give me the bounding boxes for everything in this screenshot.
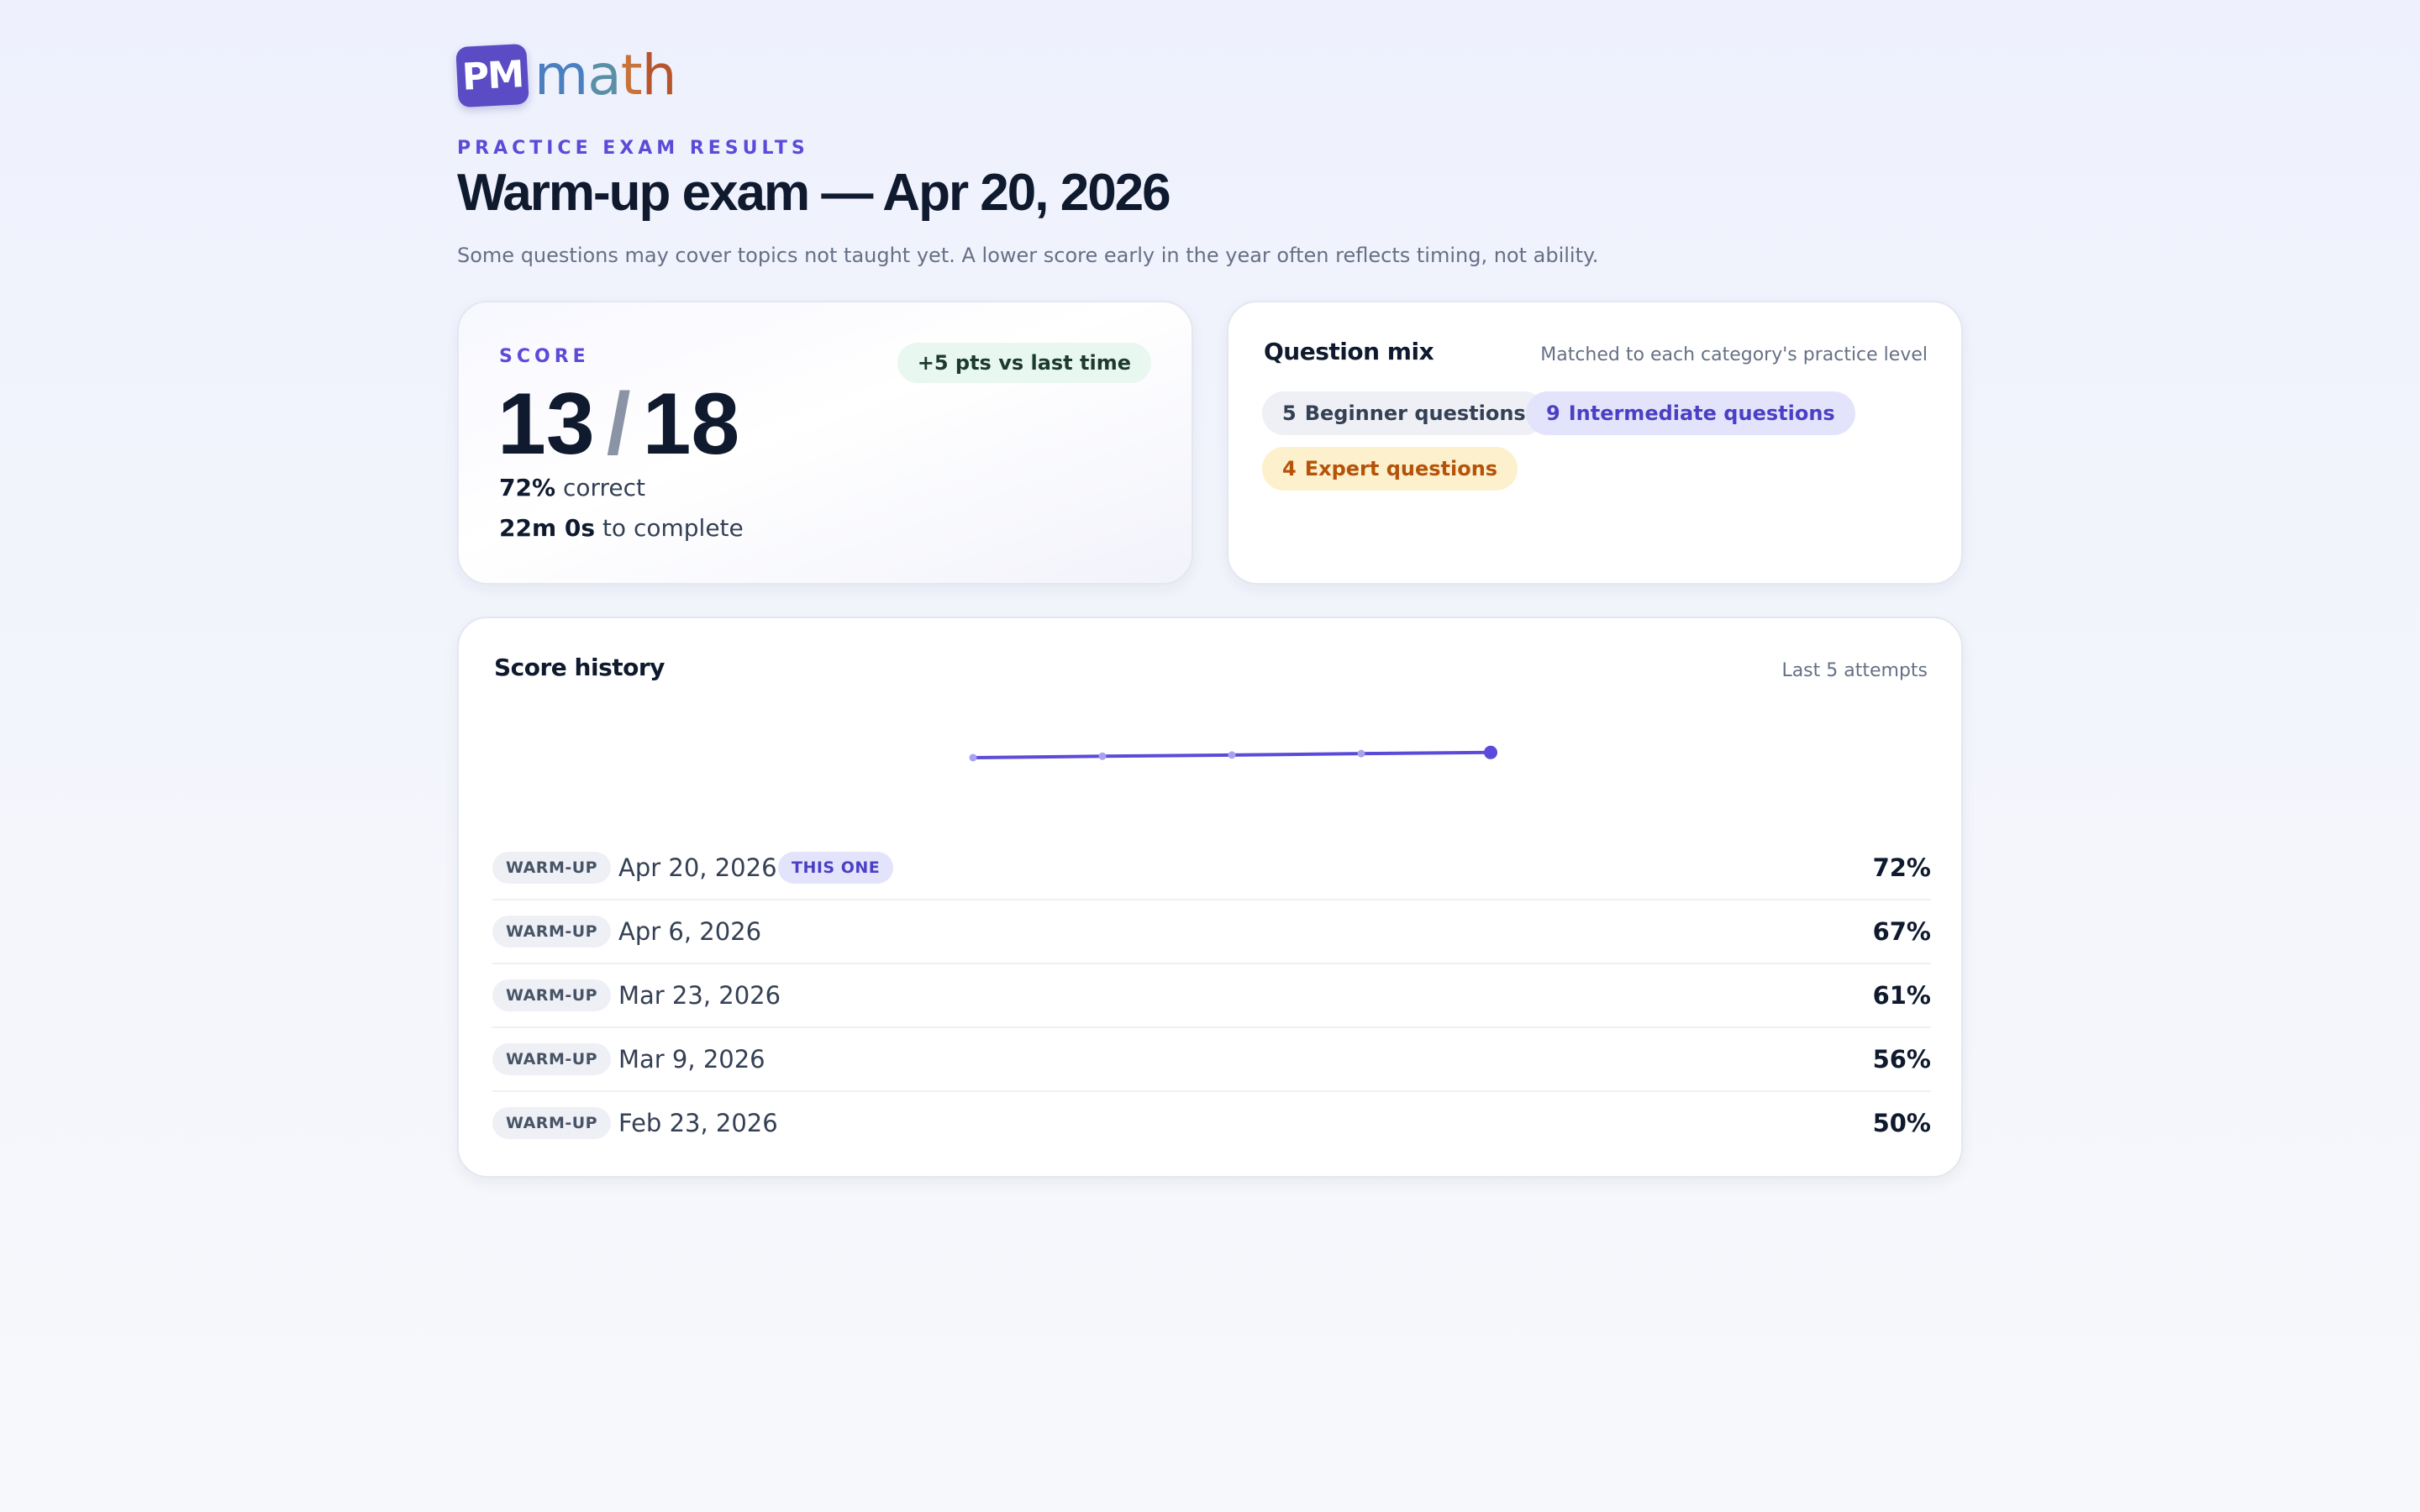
- score-history-list: WARM-UP Apr 20, 2026 THIS ONE 72% WARM-U…: [492, 837, 1931, 1154]
- exam-type-tag: WARM-UP: [492, 1043, 612, 1075]
- logo-letter: a: [587, 43, 621, 108]
- score-history-point[interactable]: [1098, 752, 1107, 760]
- intermediate-questions-pill: 9 Intermediate questions: [1526, 391, 1855, 435]
- logo-wordmark: math: [534, 48, 676, 103]
- expert-questions-pill: 4 Expert questions: [1262, 447, 1518, 491]
- history-row[interactable]: WARM-UP Mar 9, 2026 56%: [492, 1028, 1931, 1092]
- beginner-label: Beginner questions: [1304, 402, 1526, 425]
- score-correct: 13: [497, 375, 595, 473]
- score-history-chart: [969, 745, 1497, 762]
- history-row[interactable]: WARM-UP Apr 20, 2026 THIS ONE 72%: [492, 837, 1931, 900]
- score-delta-badge: +5 pts vs last time: [897, 343, 1151, 383]
- logo-letter: h: [641, 43, 677, 108]
- exam-type-tag: WARM-UP: [492, 852, 612, 884]
- exam-date: Mar 9, 2026: [618, 1045, 765, 1074]
- question-mix-title: Question mix: [1264, 338, 1434, 365]
- exam-score-percent: 67%: [1872, 917, 1931, 946]
- exam-date: Feb 23, 2026: [618, 1109, 778, 1137]
- score-time-suffix: to complete: [602, 514, 744, 542]
- beginner-questions-pill: 5 Beginner questions: [1262, 391, 1546, 435]
- question-mix-note: Matched to each category's practice leve…: [1540, 344, 1928, 365]
- exam-score-percent: 50%: [1872, 1109, 1931, 1137]
- intermediate-count: 9: [1546, 402, 1560, 425]
- history-row[interactable]: WARM-UP Feb 23, 2026 50%: [492, 1092, 1931, 1154]
- exam-type-tag: WARM-UP: [492, 916, 612, 948]
- expert-count: 4: [1282, 457, 1297, 480]
- score-history-point[interactable]: [1357, 749, 1365, 758]
- pm-math-logo[interactable]: PM math: [455, 42, 676, 109]
- score-percent-suffix: correct: [562, 474, 645, 501]
- intermediate-label: Intermediate questions: [1568, 402, 1835, 425]
- score-history-title: Score history: [494, 654, 665, 681]
- page-subtitle: Some questions may cover topics not taug…: [457, 244, 1599, 267]
- score-history-point[interactable]: [969, 753, 977, 762]
- score-history-point[interactable]: [1228, 751, 1236, 759]
- page-eyebrow: PRACTICE EXAM RESULTS: [457, 138, 809, 159]
- score-history-card: Score history Last 5 attempts WARM-UP Ap…: [457, 617, 1963, 1178]
- current-attempt-badge: THIS ONE: [778, 852, 894, 884]
- exam-type-tag: WARM-UP: [492, 979, 612, 1011]
- exam-type-tag: WARM-UP: [492, 1107, 612, 1139]
- exam-score-percent: 61%: [1872, 981, 1931, 1010]
- score-card: SCORE +5 pts vs last time 13/18 72% corr…: [457, 301, 1193, 585]
- page-title: Warm-up exam — Apr 20, 2026: [457, 164, 1171, 222]
- score-slash: /: [606, 375, 631, 473]
- score-percent: 72%: [499, 474, 556, 501]
- history-row[interactable]: WARM-UP Mar 23, 2026 61%: [492, 964, 1931, 1028]
- score-label: SCORE: [499, 346, 590, 367]
- score-percent-line: 72% correct: [499, 474, 645, 501]
- logo-badge: PM: [455, 43, 529, 108]
- score-history-note: Last 5 attempts: [1781, 660, 1928, 681]
- exam-date: Apr 20, 2026: [618, 853, 777, 882]
- exam-score-percent: 72%: [1872, 853, 1931, 882]
- history-row[interactable]: WARM-UP Apr 6, 2026 67%: [492, 900, 1931, 964]
- logo-letter: t: [620, 43, 643, 108]
- score-time-line: 22m 0s to complete: [499, 514, 744, 542]
- beginner-count: 5: [1282, 402, 1297, 425]
- exam-date: Mar 23, 2026: [618, 981, 781, 1010]
- expert-label: Expert questions: [1304, 457, 1498, 480]
- exam-score-percent: 56%: [1872, 1045, 1931, 1074]
- score-time: 22m 0s: [499, 514, 596, 542]
- score-history-point-current[interactable]: [1484, 745, 1497, 759]
- question-mix-card: Question mix Matched to each category's …: [1227, 301, 1963, 585]
- score-total: 18: [642, 375, 740, 473]
- score-value: 13/18: [497, 376, 739, 472]
- exam-date: Apr 6, 2026: [618, 917, 762, 946]
- logo-letter: m: [534, 43, 588, 108]
